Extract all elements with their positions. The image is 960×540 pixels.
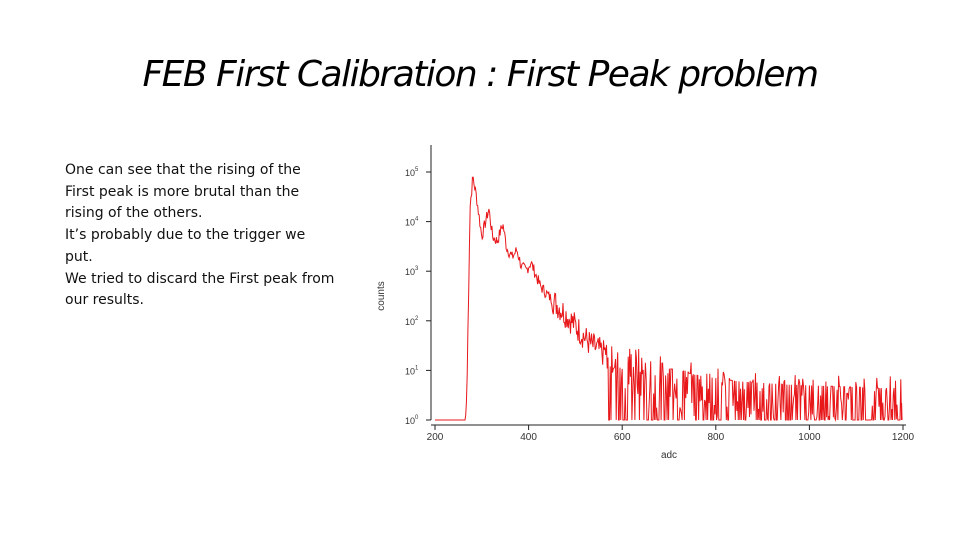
body-line: First peak is more brutal than the (65, 183, 300, 200)
y-tick-label: 102 (405, 316, 419, 327)
body-line: put. (65, 248, 93, 265)
body-line: We tried to discard the First peak from (65, 270, 335, 287)
body-line: our results. (65, 292, 144, 309)
series-line (435, 176, 902, 422)
body-text: One can see that the rising of the First… (65, 160, 365, 312)
y-tick-label: 104 (405, 217, 419, 228)
x-tick-label: 200 (427, 432, 444, 443)
plot-area: 200 400 600 800 1000 1200 100 101 102 103 104 105 ad… (376, 145, 915, 461)
x-axis-label: adc (661, 450, 677, 461)
x-tick-label: 800 (707, 432, 724, 443)
body-line: One can see that the rising of the (65, 162, 301, 178)
y-tick-label: 101 (405, 365, 419, 376)
adc-histogram-chart: 200 400 600 800 1000 1200 100 101 102 103 104 105 ad… (376, 145, 915, 461)
x-tick-label: 600 (614, 432, 631, 443)
x-tick-label: 1000 (798, 432, 821, 443)
x-tick-label: 1200 (892, 432, 915, 443)
body-line: It’s probably due to the trigger we (65, 227, 306, 244)
x-tick-label: 400 (520, 432, 537, 443)
y-tick-label: 100 (405, 415, 419, 426)
body-line: rising of the others. (65, 205, 203, 222)
y-tick-label: 103 (405, 266, 419, 277)
y-tick-label: 105 (405, 167, 419, 178)
slide-title: FEB First Calibration : First Peak probl… (142, 54, 819, 95)
y-axis-label: counts (376, 281, 387, 310)
